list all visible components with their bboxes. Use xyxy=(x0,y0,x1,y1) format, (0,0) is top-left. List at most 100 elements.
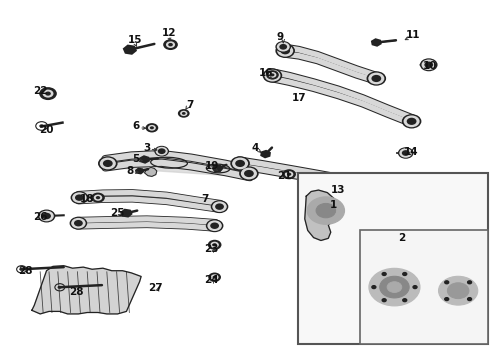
Text: 8: 8 xyxy=(126,166,133,176)
Circle shape xyxy=(263,68,282,83)
Circle shape xyxy=(403,273,407,275)
Circle shape xyxy=(213,243,217,246)
Bar xyxy=(298,173,488,344)
Circle shape xyxy=(382,273,386,275)
Text: 11: 11 xyxy=(405,30,420,40)
Circle shape xyxy=(445,298,449,301)
Circle shape xyxy=(212,201,227,212)
Text: 28: 28 xyxy=(18,266,33,276)
Text: 22: 22 xyxy=(33,86,48,96)
Circle shape xyxy=(403,299,407,302)
Circle shape xyxy=(210,222,219,229)
Circle shape xyxy=(58,286,62,289)
Circle shape xyxy=(70,217,87,230)
Text: 20: 20 xyxy=(39,125,54,135)
Circle shape xyxy=(420,58,438,71)
Circle shape xyxy=(178,109,190,118)
Text: 5: 5 xyxy=(133,154,140,164)
Circle shape xyxy=(71,218,86,229)
Circle shape xyxy=(98,156,118,171)
Circle shape xyxy=(163,39,178,50)
Polygon shape xyxy=(305,190,338,240)
Circle shape xyxy=(279,44,287,50)
Text: 12: 12 xyxy=(162,28,176,38)
Circle shape xyxy=(407,118,416,125)
Polygon shape xyxy=(145,167,157,176)
Circle shape xyxy=(166,41,175,48)
Circle shape xyxy=(277,42,290,51)
Circle shape xyxy=(232,158,248,169)
Circle shape xyxy=(182,112,186,115)
Circle shape xyxy=(439,276,478,305)
Circle shape xyxy=(156,147,168,156)
Text: 1: 1 xyxy=(330,200,337,210)
Circle shape xyxy=(404,116,419,127)
Circle shape xyxy=(387,282,402,292)
Circle shape xyxy=(285,171,294,177)
Circle shape xyxy=(211,200,228,213)
Circle shape xyxy=(39,87,57,100)
Circle shape xyxy=(180,111,187,116)
Text: 7: 7 xyxy=(201,194,209,204)
Circle shape xyxy=(103,160,113,167)
Text: 27: 27 xyxy=(148,283,163,293)
Circle shape xyxy=(150,126,154,129)
Circle shape xyxy=(368,73,384,84)
Text: 14: 14 xyxy=(404,147,419,157)
Circle shape xyxy=(380,276,409,298)
Circle shape xyxy=(360,180,375,192)
Circle shape xyxy=(211,274,219,280)
Circle shape xyxy=(467,298,471,301)
Circle shape xyxy=(363,183,372,190)
Text: 2: 2 xyxy=(398,233,405,243)
Text: 13: 13 xyxy=(331,185,345,195)
Text: 6: 6 xyxy=(133,121,140,131)
Circle shape xyxy=(213,276,217,279)
Circle shape xyxy=(372,286,376,289)
Text: 4: 4 xyxy=(251,143,259,153)
Circle shape xyxy=(72,192,87,203)
Circle shape xyxy=(146,123,158,132)
Text: 23: 23 xyxy=(204,244,219,254)
Circle shape xyxy=(338,183,350,192)
Circle shape xyxy=(158,148,166,154)
Circle shape xyxy=(71,191,88,204)
Circle shape xyxy=(382,299,386,302)
Circle shape xyxy=(210,242,219,248)
Text: 25: 25 xyxy=(110,208,125,218)
Circle shape xyxy=(447,283,469,299)
Circle shape xyxy=(230,156,250,171)
Circle shape xyxy=(42,213,51,219)
Circle shape xyxy=(207,220,222,231)
Circle shape xyxy=(402,114,421,129)
Text: 7: 7 xyxy=(186,100,194,110)
Circle shape xyxy=(270,73,274,76)
Circle shape xyxy=(96,196,100,199)
Circle shape xyxy=(275,44,295,58)
Circle shape xyxy=(445,281,449,284)
Circle shape xyxy=(208,240,221,250)
Circle shape xyxy=(154,146,169,157)
Polygon shape xyxy=(32,266,141,314)
Bar xyxy=(360,230,488,344)
Circle shape xyxy=(215,203,224,210)
Polygon shape xyxy=(105,159,250,177)
Circle shape xyxy=(206,219,223,232)
Circle shape xyxy=(244,170,254,177)
Text: 16: 16 xyxy=(258,68,273,78)
Circle shape xyxy=(239,166,259,181)
Circle shape xyxy=(424,62,433,68)
Circle shape xyxy=(399,148,412,158)
Text: 3: 3 xyxy=(144,143,150,153)
Text: 19: 19 xyxy=(204,161,219,171)
Circle shape xyxy=(265,70,280,81)
Circle shape xyxy=(241,168,257,179)
Circle shape xyxy=(369,269,420,306)
Circle shape xyxy=(398,147,414,159)
Circle shape xyxy=(275,41,291,53)
Circle shape xyxy=(43,90,53,98)
Circle shape xyxy=(413,286,417,289)
Circle shape xyxy=(20,268,24,271)
Circle shape xyxy=(307,197,344,224)
Circle shape xyxy=(235,160,245,167)
